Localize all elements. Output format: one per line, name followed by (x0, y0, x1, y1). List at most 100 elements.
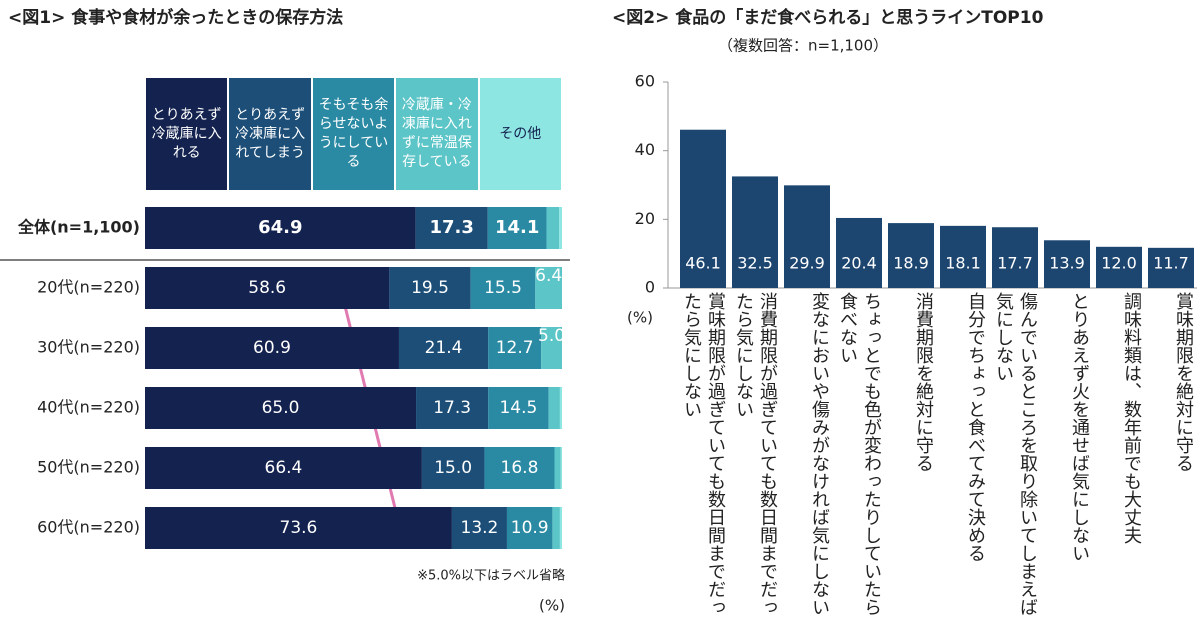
bar-segment (488, 387, 549, 429)
bar-segment (145, 387, 417, 429)
y-tick-label: 50代(n=220) (37, 458, 140, 477)
bar (992, 227, 1038, 288)
bar (680, 129, 726, 288)
legend-entry: とりあえず冷蔵庫に入れる (146, 78, 228, 190)
data-label: 19.5 (411, 278, 449, 298)
bar-segment (554, 447, 561, 489)
bar (888, 223, 934, 288)
data-label: 16.8 (501, 458, 539, 478)
x-tick-label: 賞味期限を絶対に守る (1173, 292, 1194, 472)
y-tick-label: 20代(n=220) (37, 278, 140, 297)
bar-segment (506, 507, 553, 549)
x-tick-label: 変なにおいや傷みがなければ気にしない (809, 292, 830, 616)
bar-segment (488, 327, 542, 369)
chart-subtitle: （複数回答：n=1,100） (718, 37, 888, 55)
data-label: 12.0 (1101, 254, 1137, 273)
bar-segment (559, 507, 562, 549)
bar-segment (548, 387, 560, 429)
bar (784, 185, 830, 288)
y-tick-label: 40代(n=220) (37, 398, 140, 417)
data-label: 12.7 (496, 338, 534, 358)
bar-segment (421, 447, 485, 489)
data-label: 11.7 (1153, 254, 1189, 273)
bar-segment (546, 207, 560, 249)
data-label: 6.4 (535, 266, 562, 286)
x-tick-label: 消費期限を絶対に守る (913, 292, 934, 472)
x-tick-label: 自分でちょっと食べてみて決める (965, 292, 986, 562)
bar-segment (389, 267, 471, 309)
bar-segment (487, 207, 547, 249)
bar-segment (484, 447, 555, 489)
data-label: 15.5 (484, 278, 522, 298)
x-tick-label: 賞味期限が過ぎていても数日間までだったら気にしない (681, 292, 726, 616)
data-label: 15.0 (434, 458, 472, 478)
y-axis-label: (%) (627, 309, 653, 327)
bar-segment (415, 207, 488, 249)
bar (732, 176, 778, 288)
data-label: 13.9 (1049, 254, 1085, 273)
data-label: 60.9 (253, 338, 291, 358)
data-label: 18.9 (893, 254, 929, 273)
data-label: 18.1 (945, 254, 981, 273)
chart-title: <図1> 食事や食材が余ったときの保存方法 (8, 7, 343, 28)
data-label: 46.1 (685, 254, 721, 273)
bar-segment (560, 447, 562, 489)
bar-segment (559, 387, 562, 429)
data-label: 64.9 (258, 217, 302, 238)
bar-segment (398, 327, 489, 369)
y-tick-label: 30代(n=220) (37, 338, 140, 357)
annotation: ※5.0%以下はラベル省略 (417, 568, 565, 584)
bar-segment (541, 327, 562, 369)
bar-segment (145, 447, 422, 489)
bar-segment (416, 387, 489, 429)
y-tick-label: 60 (635, 72, 655, 91)
chart-title: <図2> 食品の「まだ食べられる」と思うラインTOP10 (612, 7, 1044, 28)
y-tick-label: 全体(n=1,100) (17, 218, 140, 237)
data-label: 17.3 (433, 398, 471, 418)
y-tick-label: 60代(n=220) (37, 518, 140, 537)
data-label: 14.5 (499, 398, 537, 418)
unit-label: (%) (539, 597, 565, 615)
bar (1096, 246, 1142, 288)
data-label: 73.6 (280, 518, 318, 538)
bar-segment (559, 207, 562, 249)
bar-segment (145, 507, 452, 549)
data-label: 29.9 (789, 254, 825, 273)
y-tick-label: 40 (635, 140, 655, 159)
data-label: 32.5 (737, 254, 773, 273)
bar (940, 225, 986, 288)
legend-entry: とりあえず冷凍庫に入れてしまう (229, 78, 311, 190)
data-label: 21.4 (425, 338, 463, 358)
x-tick-label: 調味料類は、数年前でも大丈夫 (1121, 292, 1142, 544)
data-label: 65.0 (262, 398, 300, 418)
legend-entry: 冷蔵庫・冷凍庫に入れずに常温保存している (396, 78, 478, 190)
x-tick-label: 傷んでいるところを取り除いてしまえば気にしない (993, 292, 1038, 616)
data-label: 5.0 (538, 326, 565, 346)
y-tick-label: 20 (635, 209, 655, 228)
x-tick-label: ちょっとでも色が変わったりしていたら食べない (837, 292, 882, 616)
bar (1044, 240, 1090, 288)
legend-entry: その他 (479, 78, 561, 190)
x-tick-label: とりあえず火を通せば気にしない (1069, 292, 1090, 562)
bar-segment (451, 507, 507, 549)
data-label: 17.7 (997, 254, 1033, 273)
bar-segment (145, 327, 399, 369)
data-label: 10.9 (511, 518, 549, 538)
bar-segment (470, 267, 536, 309)
bar-segment (145, 207, 416, 249)
data-label: 17.3 (429, 217, 473, 238)
bar-segment (552, 507, 560, 549)
data-label: 20.4 (841, 254, 877, 273)
data-label: 58.6 (248, 278, 286, 298)
legend-entry: そもそも余らせないようにしている (312, 78, 395, 190)
bar (1148, 247, 1194, 288)
data-label: 14.1 (495, 217, 539, 238)
bar (836, 217, 882, 288)
data-label: 13.2 (461, 518, 499, 538)
y-tick-label: 0 (645, 278, 655, 297)
x-tick-label: 消費期限が過ぎていても数日間までだったら気にしない (733, 292, 778, 616)
bar-segment (535, 267, 562, 309)
bar-segment (145, 267, 390, 309)
